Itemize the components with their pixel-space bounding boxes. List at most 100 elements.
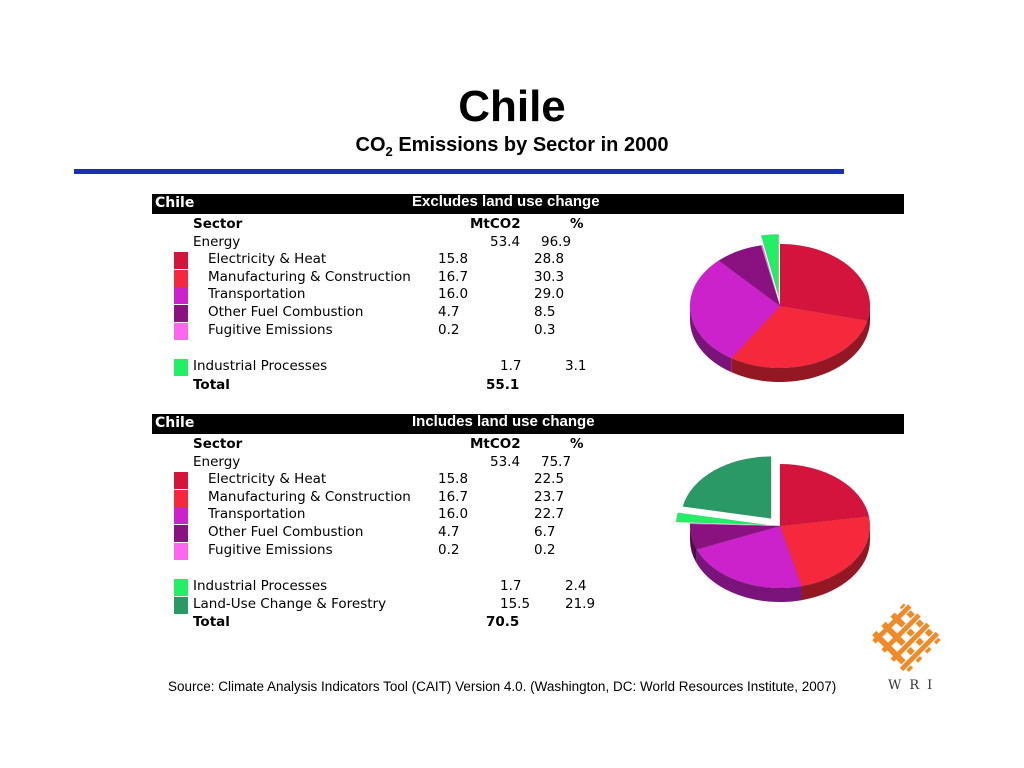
pie-slice bbox=[760, 244, 781, 307]
pie-slice-side bbox=[696, 549, 802, 602]
lattice-bar bbox=[890, 612, 932, 654]
legend-swatch bbox=[174, 507, 188, 525]
pie-slice-side bbox=[731, 320, 868, 382]
total-mt: 70.5 bbox=[486, 614, 520, 631]
sector-pct: 0.2 bbox=[534, 541, 556, 558]
table-country-label: Chile bbox=[155, 195, 195, 211]
energy-label: Energy bbox=[193, 233, 241, 250]
energy-pct: 75.7 bbox=[541, 453, 572, 470]
pie-slice-side bbox=[690, 526, 697, 564]
sector-mt: 4.7 bbox=[438, 304, 460, 320]
pie-chart-includes bbox=[675, 456, 871, 602]
sector-mt: 16.0 bbox=[438, 506, 469, 523]
sector-mt: 1.7 bbox=[500, 358, 522, 375]
sector-mt: 0.2 bbox=[438, 541, 460, 558]
wri-lattice bbox=[870, 602, 941, 673]
sector-pct: 8.5 bbox=[534, 304, 556, 320]
total-label: Total bbox=[193, 614, 230, 631]
sector-pct: 21.9 bbox=[565, 595, 596, 612]
lattice-bar bbox=[898, 630, 941, 673]
legend-swatch bbox=[174, 252, 188, 270]
sector-mt: 4.7 bbox=[438, 524, 460, 540]
pie-slice bbox=[730, 305, 868, 369]
sector-pct: 22.7 bbox=[534, 506, 565, 523]
sector-pct: 23.7 bbox=[534, 488, 565, 505]
sector-pct: 0.3 bbox=[534, 321, 556, 338]
col-header-pct: % bbox=[570, 436, 584, 452]
lattice-bar bbox=[870, 602, 914, 646]
pie-slice bbox=[696, 525, 802, 589]
sector-label: Transportation bbox=[208, 286, 306, 303]
pie-slice bbox=[689, 523, 781, 550]
sector-pct: 6.7 bbox=[534, 524, 556, 540]
pie-slice bbox=[760, 234, 779, 297]
sector-label: Electricity & Heat bbox=[208, 251, 327, 268]
legend-swatch bbox=[174, 359, 188, 377]
subtitle-suffix: Emissions by Sector in 2000 bbox=[392, 134, 669, 156]
pie-slice-side bbox=[801, 526, 870, 601]
sector-label: Other Fuel Combustion bbox=[208, 304, 364, 320]
energy-pct: 96.9 bbox=[541, 233, 572, 250]
pie-slice bbox=[779, 243, 871, 321]
sector-pct: 3.1 bbox=[565, 358, 587, 375]
legend-swatch bbox=[174, 472, 188, 490]
col-header-sector: Sector bbox=[193, 436, 243, 452]
legend-swatch bbox=[174, 322, 188, 340]
legend-swatch bbox=[174, 269, 188, 287]
pie-chart-excludes bbox=[689, 234, 871, 382]
energy-mt: 53.4 bbox=[490, 453, 521, 470]
sector-mt: 0.2 bbox=[438, 321, 460, 338]
pie-slice bbox=[689, 522, 781, 527]
sector-mt: 16.7 bbox=[438, 488, 469, 505]
legend-swatch bbox=[174, 305, 188, 322]
sector-label: Fugitive Emissions bbox=[208, 541, 333, 558]
source-note: Source: Climate Analysis Indicators Tool… bbox=[168, 679, 837, 694]
col-header-mtco2: MtCO2 bbox=[470, 436, 521, 452]
sector-pct: 22.5 bbox=[534, 471, 565, 488]
energy-mt: 53.4 bbox=[490, 233, 521, 250]
pie-slice bbox=[675, 512, 767, 526]
col-header-pct: % bbox=[570, 216, 584, 232]
lattice-bar bbox=[879, 611, 923, 655]
legend-swatch bbox=[174, 525, 188, 542]
energy-label: Energy bbox=[193, 453, 241, 470]
pie-slice bbox=[779, 463, 870, 527]
total-label: Total bbox=[193, 376, 230, 393]
pie-slice bbox=[779, 515, 871, 587]
pie-slice bbox=[689, 260, 781, 359]
sector-label: Manufacturing & Construction bbox=[208, 488, 411, 505]
subtitle-prefix: CO bbox=[355, 134, 386, 156]
sector-label: Industrial Processes bbox=[193, 358, 328, 375]
slide-subtitle: CO2 Emissions by Sector in 2000 bbox=[0, 134, 1024, 159]
legend-swatch bbox=[174, 579, 188, 597]
table-country-label: Chile bbox=[155, 415, 195, 431]
slide-title: Chile bbox=[458, 82, 566, 131]
sector-mt: 1.7 bbox=[500, 578, 522, 595]
sector-label: Transportation bbox=[208, 506, 306, 523]
col-header-mtco2: MtCO2 bbox=[470, 216, 521, 232]
sector-label: Manufacturing & Construction bbox=[208, 268, 411, 285]
table-title: Excludes land use change bbox=[412, 193, 600, 210]
title-rule bbox=[74, 169, 844, 174]
lattice-bar bbox=[872, 630, 914, 672]
pie-slice bbox=[682, 456, 772, 519]
subtitle-subscript: 2 bbox=[385, 144, 393, 159]
lattice-bar bbox=[888, 620, 932, 664]
total-mt: 55.1 bbox=[486, 376, 520, 393]
table-header-band: Chile Includes land use change bbox=[152, 413, 904, 434]
legend-swatch bbox=[174, 287, 188, 305]
col-header-sector: Sector bbox=[193, 216, 243, 232]
sector-label: Electricity & Heat bbox=[208, 471, 327, 488]
sector-label: Land-Use Change & Forestry bbox=[193, 595, 387, 612]
sector-mt: 15.8 bbox=[438, 471, 469, 488]
sector-pct: 2.4 bbox=[565, 578, 587, 595]
pie-slice-side bbox=[690, 306, 732, 373]
table-title: Includes land use change bbox=[412, 413, 595, 430]
wri-logo-icon bbox=[870, 602, 941, 673]
legend-swatch bbox=[174, 542, 188, 560]
sector-mt: 16.0 bbox=[438, 286, 469, 303]
sector-mt: 15.5 bbox=[500, 595, 531, 612]
sector-mt: 16.7 bbox=[438, 268, 469, 285]
sector-label: Industrial Processes bbox=[193, 578, 328, 595]
lattice-bar bbox=[881, 621, 923, 663]
